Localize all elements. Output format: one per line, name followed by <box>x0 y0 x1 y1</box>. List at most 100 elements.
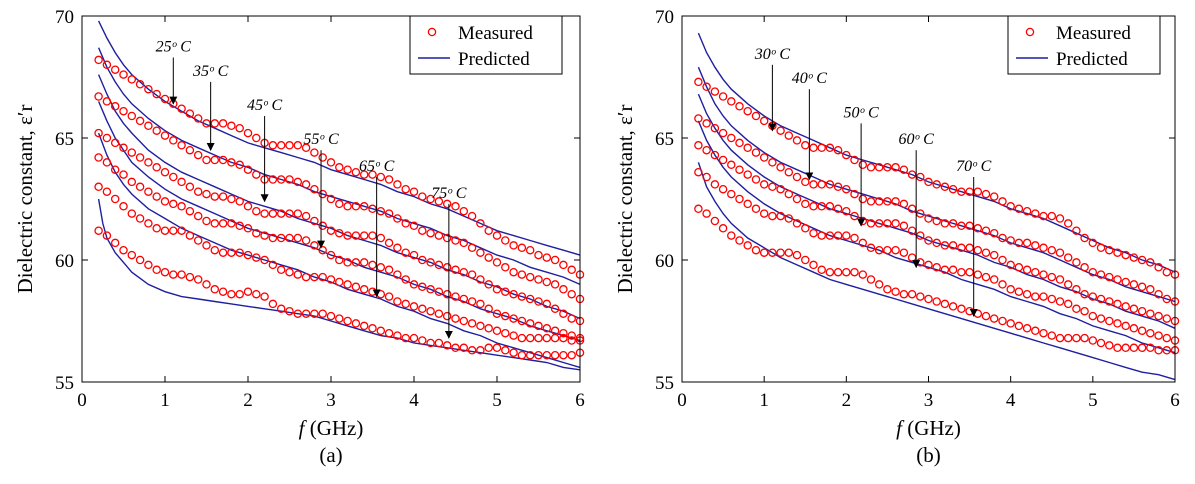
temperature-annotation: 55ᵒ C <box>303 131 339 148</box>
measured-point <box>243 224 253 233</box>
measured-point <box>501 287 510 296</box>
measured-point <box>727 189 736 199</box>
measured-point <box>1063 219 1073 228</box>
measured-point <box>759 209 769 218</box>
measured-point <box>940 241 950 250</box>
legend-predicted-label: Predicted <box>458 49 530 70</box>
measured-point <box>891 287 900 296</box>
measured-point <box>401 333 410 343</box>
measured-point <box>202 155 211 165</box>
measured-point <box>193 275 203 284</box>
measured-point <box>467 243 477 253</box>
measured-point <box>948 184 958 194</box>
measured-point <box>451 314 460 323</box>
measured-point <box>376 326 386 336</box>
measured-point <box>735 236 744 245</box>
predicted-line-5 <box>97 198 581 371</box>
measured-point <box>809 202 818 211</box>
temperature-annotation: 60ᵒ C <box>899 131 935 148</box>
measured-point <box>1022 324 1032 333</box>
measured-point <box>144 219 153 228</box>
measured-point <box>550 304 560 314</box>
measured-point <box>418 336 427 345</box>
measured-point <box>218 155 228 165</box>
measured-point <box>310 184 319 194</box>
measured-point <box>1129 343 1139 353</box>
measured-point <box>924 177 933 187</box>
measured-point <box>127 177 137 187</box>
measured-point <box>492 258 502 267</box>
measured-point <box>335 163 344 172</box>
measured-point <box>718 155 728 165</box>
measured-point <box>301 272 311 282</box>
measured-point <box>907 289 917 299</box>
measured-point <box>924 236 933 245</box>
measured-point <box>293 141 303 150</box>
measured-point <box>957 221 966 231</box>
y-tick-label: 55 <box>655 373 674 394</box>
measured-point <box>193 211 203 221</box>
measured-point <box>702 145 711 155</box>
measured-point <box>135 214 145 223</box>
measured-point <box>135 116 145 126</box>
measured-point <box>418 282 427 292</box>
measured-point <box>152 224 161 233</box>
measured-point <box>252 289 261 299</box>
measured-point <box>243 128 253 138</box>
measured-point <box>409 221 419 231</box>
measured-point <box>1080 263 1089 272</box>
measured-point <box>1113 248 1122 257</box>
measured-point <box>1031 326 1040 336</box>
measured-point <box>998 197 1007 206</box>
measured-point <box>718 184 728 194</box>
measured-point <box>1047 294 1057 304</box>
measured-point <box>434 260 444 270</box>
measured-point <box>210 219 220 228</box>
measured-point <box>301 143 311 153</box>
measured-point <box>285 306 294 316</box>
measured-point <box>1006 319 1015 328</box>
measured-point <box>1047 245 1057 255</box>
measured-point <box>1014 238 1024 248</box>
measured-point <box>359 285 369 294</box>
measured-point <box>1006 236 1015 245</box>
measured-point <box>924 214 933 223</box>
measured-point <box>368 324 377 333</box>
measured-point <box>459 206 469 216</box>
y-tick-label: 65 <box>55 129 74 150</box>
measured-point <box>858 238 868 248</box>
measured-point <box>866 197 876 206</box>
measured-point <box>998 233 1007 243</box>
measured-point <box>326 194 336 204</box>
measured-point <box>376 172 386 182</box>
measured-point <box>792 250 802 260</box>
measured-point <box>434 231 444 240</box>
measured-point <box>467 211 477 221</box>
predicted-line-3 <box>697 120 1176 354</box>
measured-point <box>484 280 493 289</box>
measured-point <box>784 214 794 223</box>
measured-point <box>924 294 933 304</box>
y-tick-label: 55 <box>55 373 74 394</box>
legend-measured-label: Measured <box>458 23 533 44</box>
measured-point <box>152 163 161 172</box>
measured-point <box>932 297 941 306</box>
measured-point <box>525 272 535 282</box>
measured-point <box>973 187 983 196</box>
measured-point <box>185 206 195 216</box>
measured-point <box>1129 304 1139 314</box>
measured-point <box>768 182 777 192</box>
predicted-line-1 <box>697 66 1176 303</box>
measured-point <box>825 231 835 240</box>
measured-point <box>127 250 137 260</box>
measured-point <box>1088 267 1098 277</box>
measured-point <box>1105 316 1114 326</box>
measured-point <box>492 231 502 240</box>
measured-point <box>825 202 835 211</box>
measured-point <box>127 148 137 157</box>
measured-point <box>393 180 402 189</box>
measured-point <box>858 194 868 204</box>
measured-point <box>276 304 286 314</box>
measured-point <box>227 158 236 167</box>
y-tick-label: 65 <box>655 129 674 150</box>
